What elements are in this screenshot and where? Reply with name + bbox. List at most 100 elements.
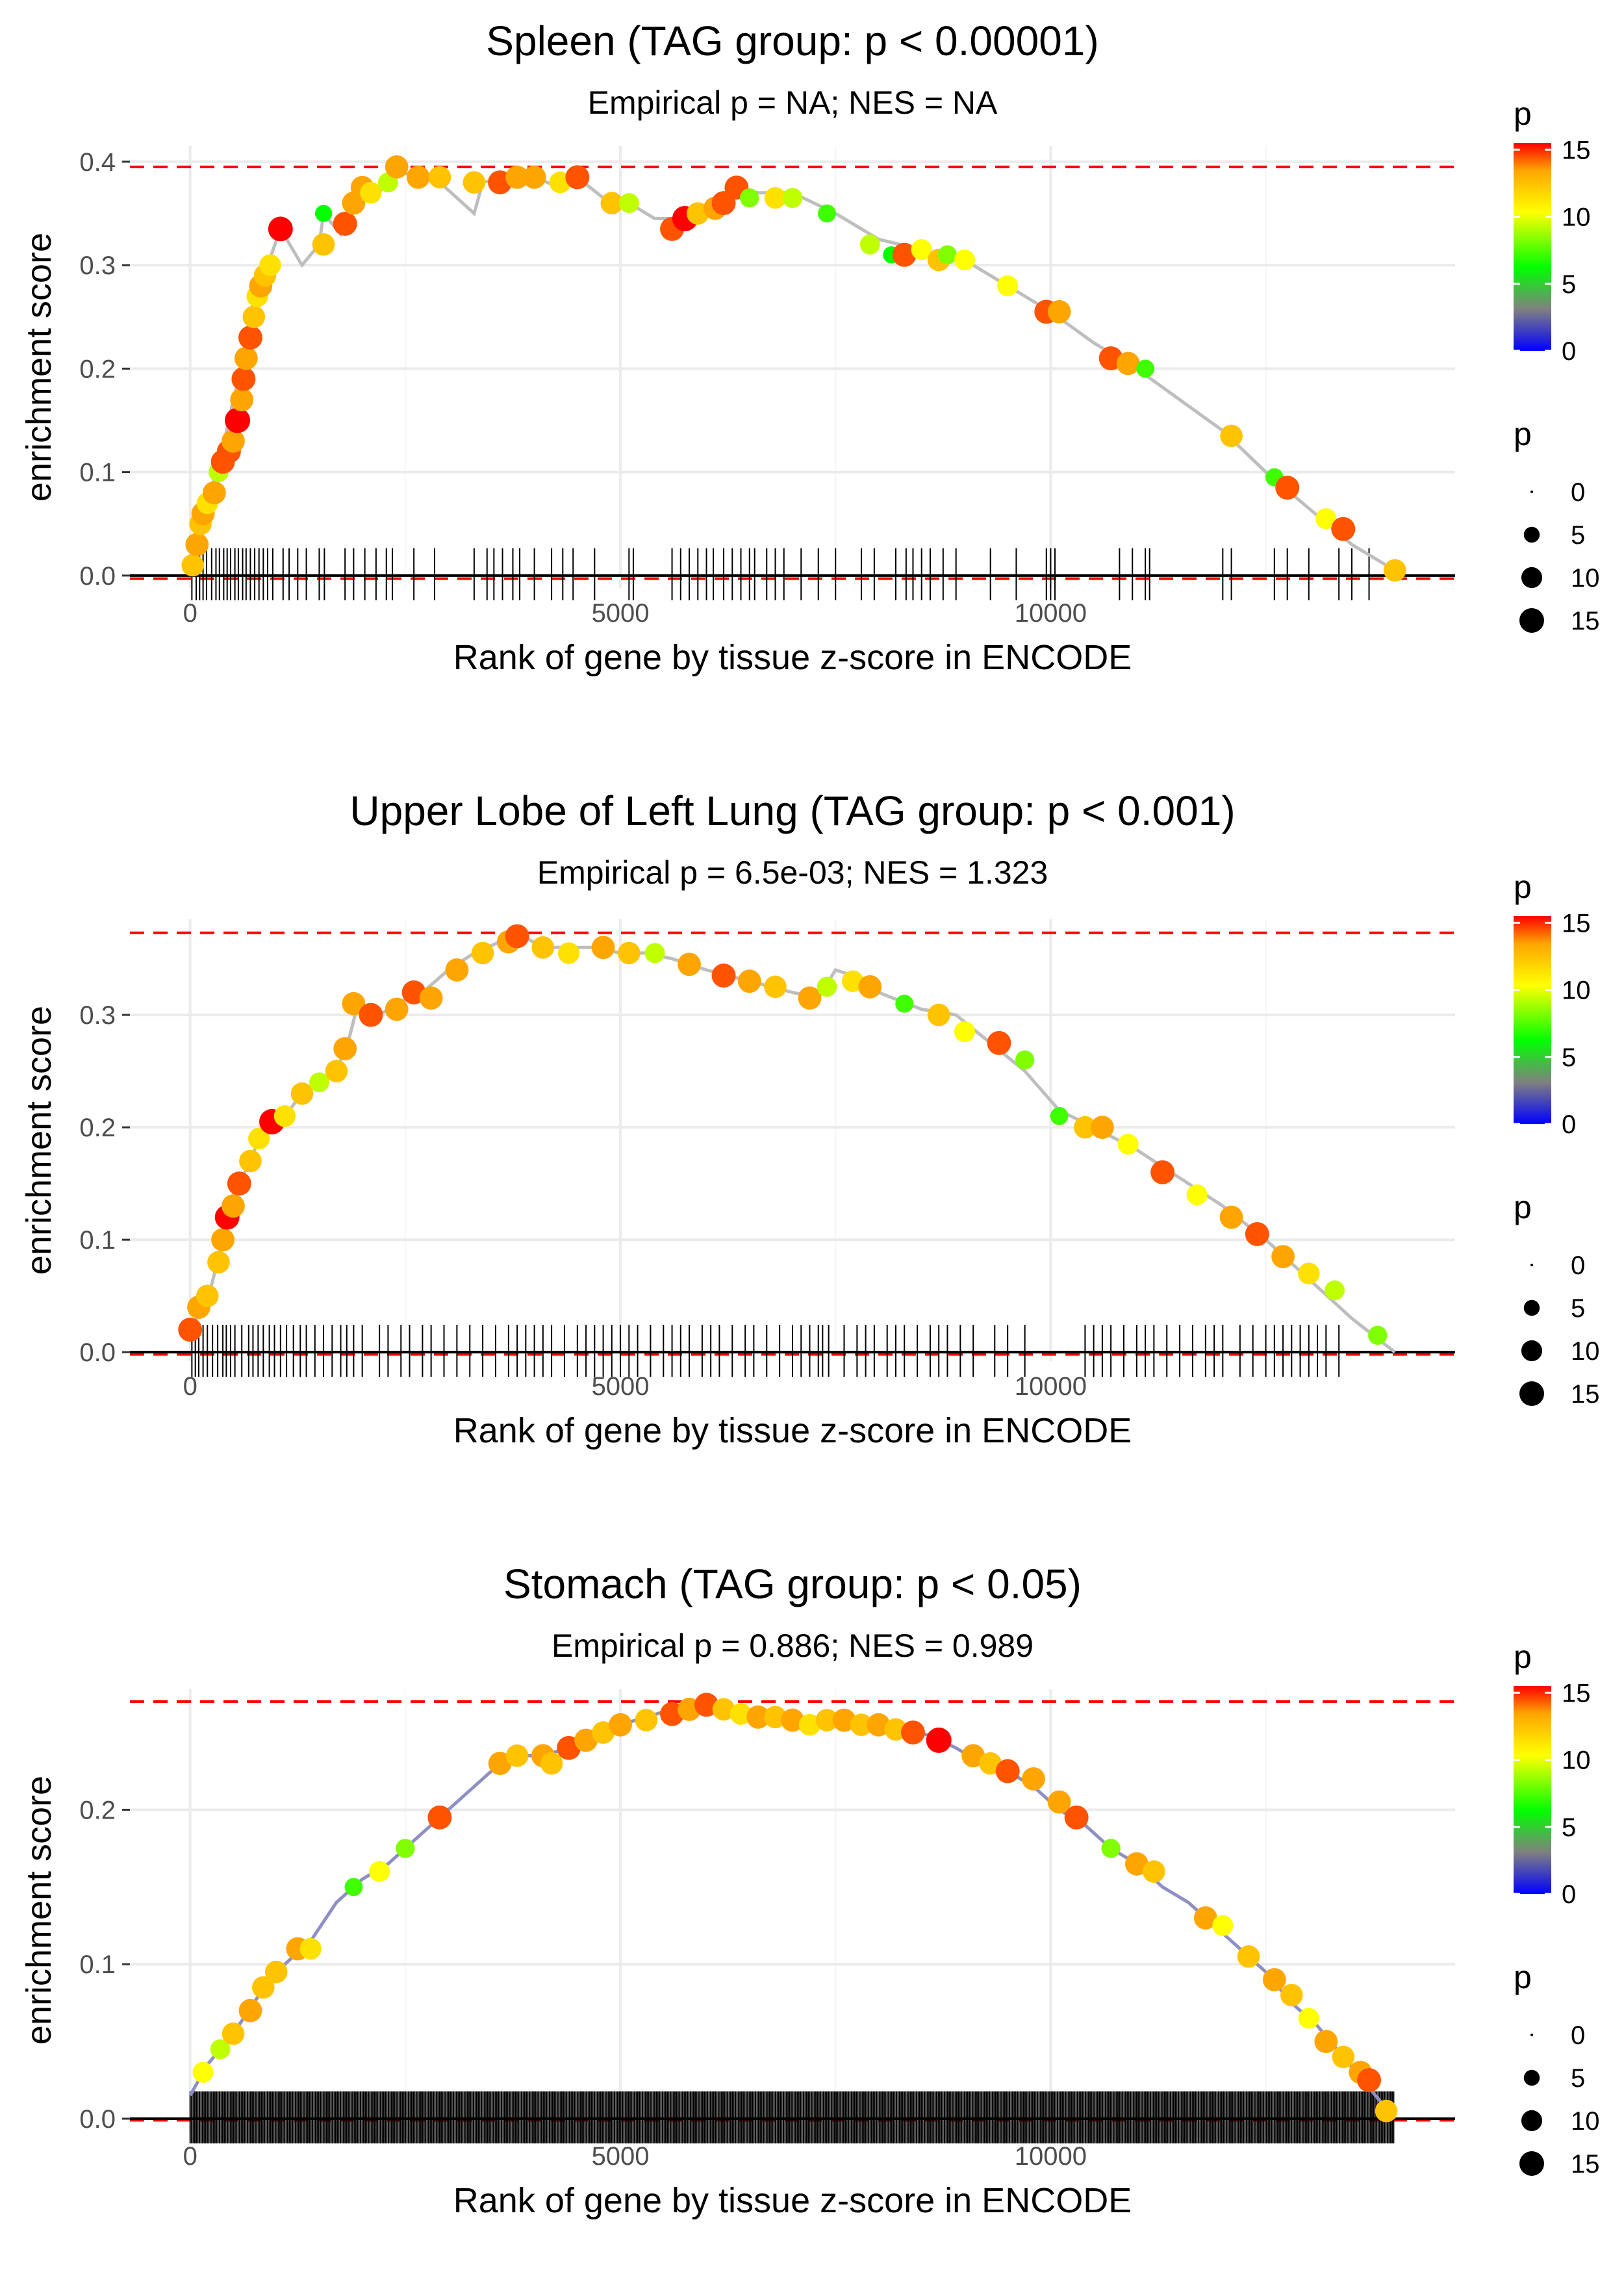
data-point [927, 1003, 950, 1027]
x-tick-label: 0 [183, 2142, 197, 2171]
data-point [360, 181, 382, 204]
data-point [312, 233, 335, 256]
data-point [227, 1171, 251, 1196]
legend-color-label: 5 [1562, 270, 1576, 299]
data-point [1237, 1945, 1260, 1968]
data-point [817, 977, 837, 997]
data-point [694, 1693, 718, 1717]
y-tick-label: 0.3 [79, 1001, 116, 1030]
data-point [1375, 2099, 1398, 2123]
chart-panel-2: Upper Lobe of Left Lung (TAG group: p < … [19, 787, 1600, 1450]
y-tick-label: 0.0 [79, 2105, 116, 2134]
data-point [574, 1728, 598, 1752]
legend-size-label: 15 [1571, 1380, 1600, 1409]
legend-size-label: 15 [1571, 607, 1600, 635]
data-point [202, 481, 226, 505]
data-point [427, 1805, 452, 1830]
data-point [911, 239, 932, 261]
legend-size-dot [1530, 1264, 1533, 1266]
legend-color-label: 5 [1562, 1813, 1576, 1842]
chart-subtitle: Empirical p = 0.886; NES = 0.989 [552, 1628, 1034, 1664]
data-point [954, 249, 975, 271]
chart-panel-1: Spleen (TAG group: p < 0.00001) Empirical… [19, 18, 1600, 677]
data-point [239, 1149, 262, 1173]
data-point [1298, 2008, 1319, 2029]
data-point [463, 171, 486, 194]
data-point [618, 941, 641, 965]
data-point [859, 234, 880, 255]
legend-size-dot [1523, 526, 1540, 543]
data-point [850, 1713, 873, 1736]
data-point [222, 429, 245, 453]
data-point [565, 165, 590, 190]
legend-size-label: 15 [1571, 2150, 1600, 2178]
data-point [264, 1960, 288, 1984]
data-point [333, 1037, 357, 1060]
legend-size-title: p [1514, 416, 1532, 452]
data-point [818, 204, 836, 223]
y-axis-label: enrichment score [19, 1006, 58, 1275]
chart-title: Spleen (TAG group: p < 0.00001) [486, 18, 1098, 64]
data-point [1064, 1805, 1089, 1830]
data-point [764, 1706, 787, 1729]
y-tick-label: 0.1 [79, 1226, 116, 1255]
data-point [635, 1709, 658, 1731]
data-point [273, 1105, 296, 1127]
data-point [592, 1721, 615, 1744]
data-point [445, 958, 469, 982]
enrichment-points [181, 155, 1406, 582]
data-point [396, 1839, 415, 1858]
data-point [730, 1703, 752, 1725]
data-point [1262, 1968, 1286, 1991]
data-point [815, 1709, 839, 1731]
legend-color-label: 10 [1562, 1746, 1591, 1775]
legend-color-bar [1514, 1686, 1551, 1894]
data-point [488, 1752, 512, 1776]
x-tick-label: 5000 [592, 1372, 650, 1401]
data-point [290, 1082, 314, 1105]
data-point [1275, 476, 1300, 500]
data-point [954, 1021, 975, 1043]
x-tick-label: 5000 [592, 599, 650, 628]
legend-color-label: 5 [1562, 1043, 1576, 1072]
data-point [1220, 424, 1243, 448]
data-point [926, 1727, 952, 1753]
y-tick-label: 0.2 [79, 1796, 116, 1824]
y-tick-label: 0.1 [79, 459, 116, 487]
chart-panel-3: Stomach (TAG group: p < 0.05) Empirical p… [19, 1561, 1600, 2220]
legend-size-dot [1521, 2110, 1543, 2132]
data-point [1116, 351, 1140, 376]
x-tick-label: 0 [183, 599, 197, 628]
data-point [1193, 1906, 1217, 1930]
data-point [540, 1752, 563, 1775]
data-point [1357, 2068, 1381, 2092]
x-axis-label: Rank of gene by tissue z-score in ENCODE [453, 2181, 1132, 2220]
data-point [222, 1194, 245, 1218]
y-tick-label: 0.4 [79, 148, 116, 177]
legend-color-label: 10 [1562, 977, 1591, 1005]
data-point [210, 2039, 231, 2060]
data-point [798, 986, 822, 1010]
y-tick-label: 0.2 [79, 355, 116, 383]
legend-size-label: 10 [1571, 2107, 1600, 2136]
data-point [1143, 1860, 1165, 1883]
data-point [712, 1698, 735, 1721]
legend-size-dot [1530, 2034, 1533, 2036]
data-point [1219, 1205, 1243, 1229]
data-point [644, 943, 665, 964]
chart-subtitle: Empirical p = 6.5e-03; NES = 1.323 [537, 854, 1048, 891]
chart-subtitle: Empirical p = NA; NES = NA [588, 84, 998, 121]
legend-size-dot [1521, 1340, 1543, 1362]
x-axis-label: Rank of gene by tissue z-score in ENCODE [453, 638, 1132, 677]
data-point [344, 1878, 363, 1897]
legend-size-label: 5 [1571, 521, 1585, 550]
data-point [471, 941, 494, 965]
data-point [299, 1937, 322, 1960]
legend-color-title: p [1514, 1639, 1532, 1675]
legend-color-bar [1514, 143, 1551, 351]
data-point [1332, 2045, 1355, 2069]
data-point [247, 1127, 270, 1150]
data-point [858, 975, 882, 999]
y-tick-label: 0.1 [79, 1950, 116, 1979]
data-point [591, 936, 615, 960]
